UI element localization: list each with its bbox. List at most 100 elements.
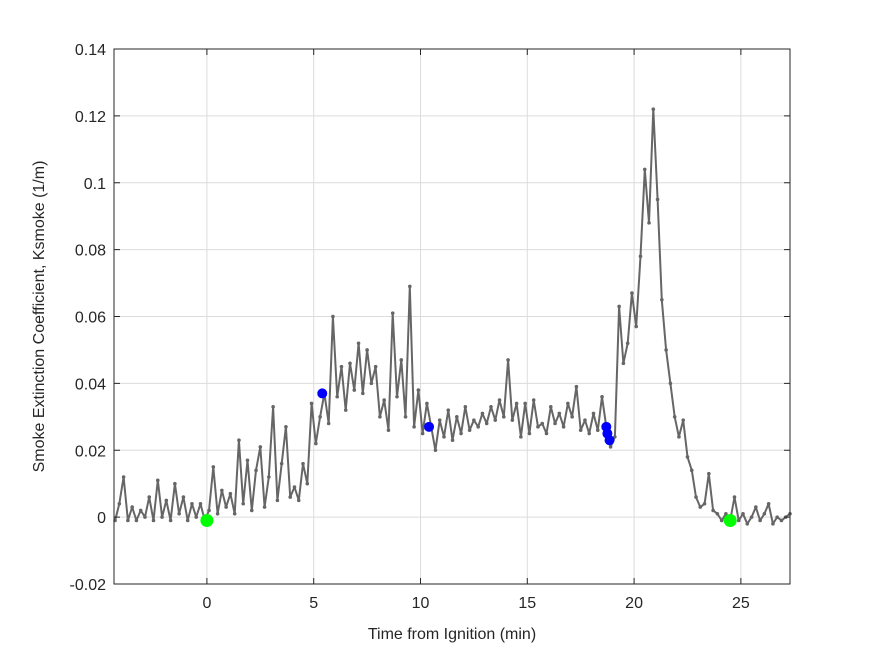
blue-marker xyxy=(424,421,435,432)
data-point xyxy=(356,341,361,346)
data-point xyxy=(245,458,250,463)
data-point xyxy=(689,468,694,473)
x-tick-label: 15 xyxy=(518,595,536,612)
data-point xyxy=(651,107,656,111)
data-point xyxy=(561,425,566,429)
data-point xyxy=(288,495,293,499)
data-point xyxy=(711,508,715,513)
data-point xyxy=(724,511,728,516)
data-point xyxy=(361,391,365,396)
data-point xyxy=(497,398,502,402)
data-point xyxy=(595,428,600,432)
data-point xyxy=(173,481,177,486)
data-point xyxy=(501,415,506,419)
data-point xyxy=(296,498,301,503)
data-point xyxy=(613,435,617,439)
data-point xyxy=(455,415,459,419)
data-point xyxy=(775,515,779,519)
data-point xyxy=(408,284,412,289)
data-point xyxy=(694,495,698,499)
x-tick-label: 25 xyxy=(732,595,750,612)
y-tick-label: 0.04 xyxy=(75,376,106,393)
data-point xyxy=(168,518,173,523)
data-point xyxy=(480,411,485,416)
data-point xyxy=(707,471,711,476)
data-point xyxy=(621,361,626,366)
plot-area xyxy=(113,107,792,527)
data-point xyxy=(566,401,570,406)
data-point xyxy=(232,511,237,516)
data-point xyxy=(155,478,160,483)
data-point xyxy=(207,508,211,513)
data-point xyxy=(121,475,126,479)
data-point xyxy=(412,425,416,429)
blue-marker xyxy=(317,388,328,399)
data-point xyxy=(634,324,639,329)
data-point xyxy=(318,415,322,419)
data-point xyxy=(484,421,489,426)
data-point xyxy=(279,461,284,466)
data-point xyxy=(664,348,668,352)
data-point xyxy=(548,404,553,409)
data-point xyxy=(476,425,480,429)
data-point xyxy=(147,495,152,499)
data-point xyxy=(523,401,527,406)
data-point xyxy=(442,435,446,439)
data-point xyxy=(198,501,203,506)
data-point xyxy=(519,435,523,439)
x-tick-label: 5 xyxy=(309,595,318,612)
data-point xyxy=(583,418,587,422)
y-tick-label: 0.02 xyxy=(75,443,106,460)
data-point xyxy=(553,421,557,426)
data-point xyxy=(343,408,348,412)
data-point xyxy=(326,421,331,426)
data-point xyxy=(647,221,651,225)
y-tick-label: 0.08 xyxy=(75,243,106,260)
data-point xyxy=(331,314,335,319)
data-point xyxy=(536,425,540,429)
data-point xyxy=(126,518,130,523)
data-point xyxy=(698,505,703,509)
data-point xyxy=(395,394,399,399)
data-point xyxy=(305,481,310,486)
data-point xyxy=(399,358,404,362)
data-point xyxy=(228,491,233,496)
ticks: 0 5 10 15 20 25 -0.02 0 0.02 0.04 0.06 0.08 0.1 0.12 0… xyxy=(70,42,790,612)
data-point xyxy=(510,418,515,422)
data-point xyxy=(437,418,442,422)
green-marker xyxy=(200,513,214,527)
data-point xyxy=(758,518,762,523)
green-marker xyxy=(723,513,737,527)
data-point xyxy=(390,311,395,315)
data-point xyxy=(117,501,122,506)
data-point xyxy=(531,398,536,402)
data-point xyxy=(600,394,604,399)
data-point xyxy=(194,515,199,519)
data-point xyxy=(271,404,275,409)
y-axis-label: Smoke Extinction Coefficient, Ksmoke (1/… xyxy=(31,161,48,473)
data-point xyxy=(681,418,686,422)
data-point xyxy=(617,304,621,309)
data-point xyxy=(211,465,216,469)
data-point xyxy=(450,438,455,443)
data-point xyxy=(352,388,357,392)
data-point xyxy=(309,401,314,406)
data-point xyxy=(143,515,147,519)
data-point xyxy=(249,508,254,513)
data-point xyxy=(446,408,451,412)
data-point xyxy=(224,505,228,509)
data-point xyxy=(574,384,579,389)
data-point xyxy=(638,254,643,259)
data-point xyxy=(702,501,707,506)
data-point xyxy=(348,361,352,366)
data-point xyxy=(642,167,647,172)
x-tick-label: 20 xyxy=(625,595,643,612)
y-tick-label: 0.14 xyxy=(75,42,106,59)
x-tick-label: 10 xyxy=(412,595,430,612)
data-point xyxy=(587,431,592,436)
data-point xyxy=(241,501,246,506)
data-point xyxy=(557,411,562,416)
data-point xyxy=(591,411,596,416)
data-point xyxy=(660,297,664,302)
data-point xyxy=(762,511,767,516)
